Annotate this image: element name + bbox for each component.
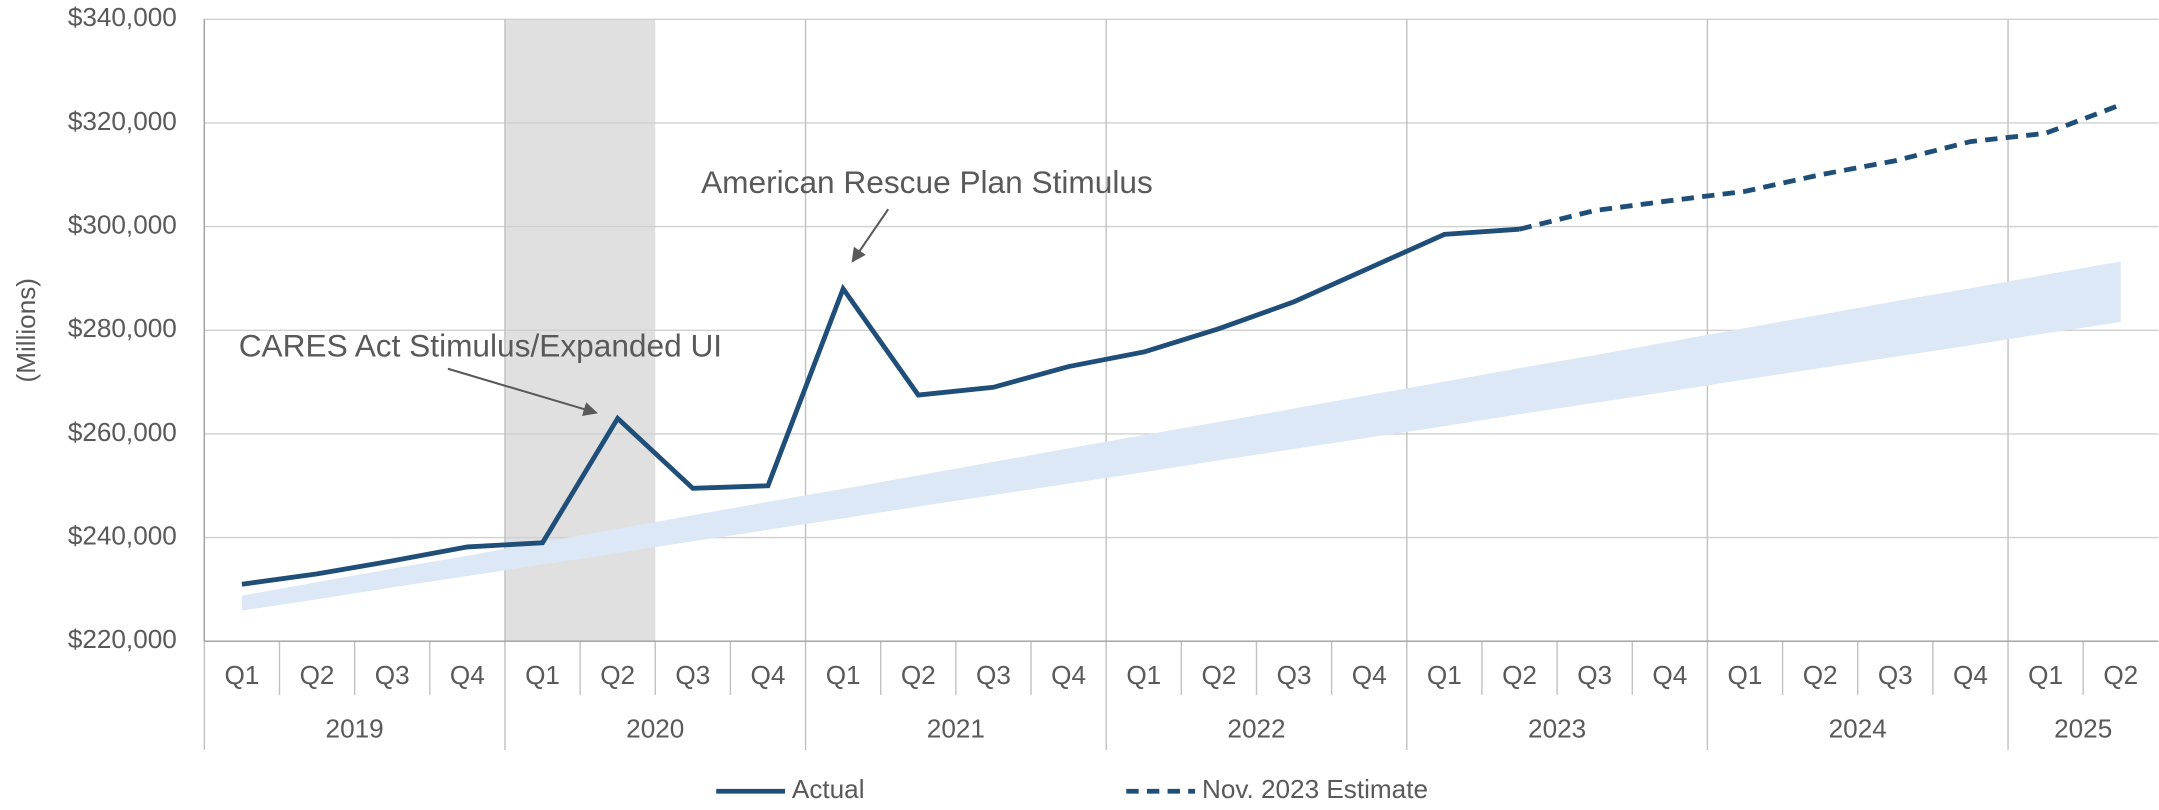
- y-tick-label: $280,000: [68, 313, 177, 343]
- y-tick-label: $260,000: [68, 417, 177, 447]
- x-tick-label: Q3: [1277, 660, 1312, 690]
- x-tick-label: Q2: [300, 660, 335, 690]
- x-tick-label: Q2: [1502, 660, 1537, 690]
- x-tick-label: Q3: [1878, 660, 1913, 690]
- x-tick-label: Q1: [1427, 660, 1462, 690]
- legend-label: Actual: [792, 774, 865, 804]
- x-tick-label: Q4: [450, 660, 485, 690]
- year-label: 2022: [1227, 714, 1285, 744]
- annotation-arrow: [447, 367, 598, 417]
- x-tick-label: Q3: [675, 660, 710, 690]
- x-tick-label: Q4: [1352, 660, 1387, 690]
- y-tick-label: $240,000: [68, 520, 177, 550]
- y-tick-label: $320,000: [68, 106, 177, 136]
- x-tick-label: Q1: [1728, 660, 1763, 690]
- year-label: 2025: [2054, 714, 2112, 744]
- x-tick-label: Q1: [525, 660, 560, 690]
- x-tick-label: Q3: [375, 660, 410, 690]
- x-tick-label: Q1: [224, 660, 259, 690]
- x-tick-label: Q3: [1577, 660, 1612, 690]
- year-label: 2023: [1528, 714, 1586, 744]
- year-label: 2020: [626, 714, 684, 744]
- x-tick-label: Q4: [1652, 660, 1687, 690]
- y-tick-label: $340,000: [68, 2, 177, 32]
- range-band: [241, 261, 2121, 611]
- y-axis-label: (Millions): [11, 278, 41, 383]
- x-tick-label: Q4: [1953, 660, 1988, 690]
- year-label: 2021: [927, 714, 985, 744]
- annotation: CARES Act Stimulus/Expanded UI: [239, 328, 722, 364]
- x-tick-label: Q1: [2028, 660, 2063, 690]
- legend-label: Nov. 2023 Estimate: [1202, 774, 1428, 804]
- x-tick-label: Q2: [2103, 660, 2138, 690]
- y-tick-label: $300,000: [68, 209, 177, 239]
- x-tick-label: Q2: [1803, 660, 1838, 690]
- annotation-arrow: [851, 208, 890, 263]
- x-tick-label: Q3: [976, 660, 1011, 690]
- x-tick-label: Q2: [1201, 660, 1236, 690]
- x-tick-label: Q2: [901, 660, 936, 690]
- x-tick-label: Q4: [751, 660, 786, 690]
- x-tick-label: Q1: [1126, 660, 1161, 690]
- year-label: 2019: [326, 714, 384, 744]
- x-tick-label: Q4: [1051, 660, 1086, 690]
- x-tick-label: Q1: [826, 660, 861, 690]
- series-line: [241, 226, 1520, 587]
- annotation: American Rescue Plan Stimulus: [701, 164, 1153, 200]
- x-tick-label: Q2: [600, 660, 635, 690]
- y-tick-label: $220,000: [68, 624, 177, 654]
- year-label: 2024: [1829, 714, 1887, 744]
